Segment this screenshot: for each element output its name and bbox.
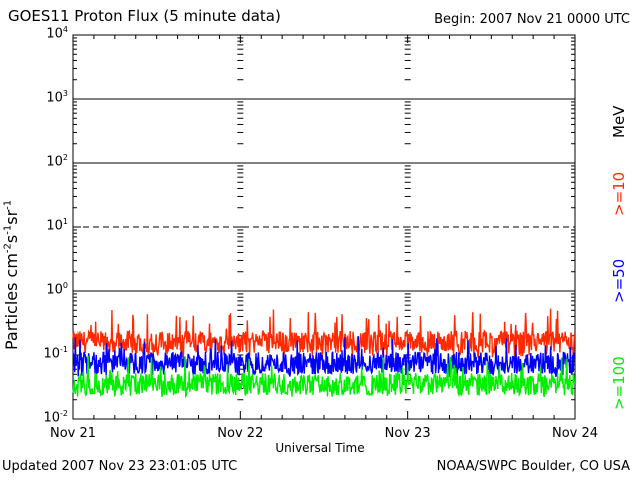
y-tick-label: 101 [46, 217, 68, 234]
y-tick-label: 103 [46, 89, 68, 106]
updated-timestamp: Updated 2007 Nov 23 23:01:05 UTC [2, 459, 238, 474]
y-tick-label: 10-1 [43, 345, 68, 362]
legend-series-2: >=100 [610, 356, 628, 410]
y-tick-label: 104 [46, 25, 68, 42]
chart-title: GOES11 Proton Flux (5 minute data) [8, 7, 281, 25]
x-tick-label: Nov 22 [217, 426, 264, 441]
series-line-0 [72, 308, 576, 358]
x-tick-label: Nov 21 [49, 426, 97, 441]
x-tick-label: Nov 24 [551, 426, 599, 441]
credit-text: NOAA/SWPC Boulder, CO USA [436, 459, 630, 474]
begin-time: Begin: 2007 Nov 21 0000 UTC [434, 12, 630, 27]
series-line-1 [72, 336, 576, 378]
x-tick-label: Nov 23 [384, 426, 431, 441]
y-tick-label: 10-2 [43, 409, 68, 426]
y-tick-label: 102 [46, 153, 68, 170]
legend-series-0: >=10 [610, 171, 628, 216]
legend-series-1: >=50 [610, 258, 628, 303]
series-line-2 [72, 355, 576, 398]
y-tick-label: 100 [46, 281, 68, 298]
x-axis-label: Universal Time [275, 441, 365, 455]
legend-unit: MeV [610, 105, 628, 138]
